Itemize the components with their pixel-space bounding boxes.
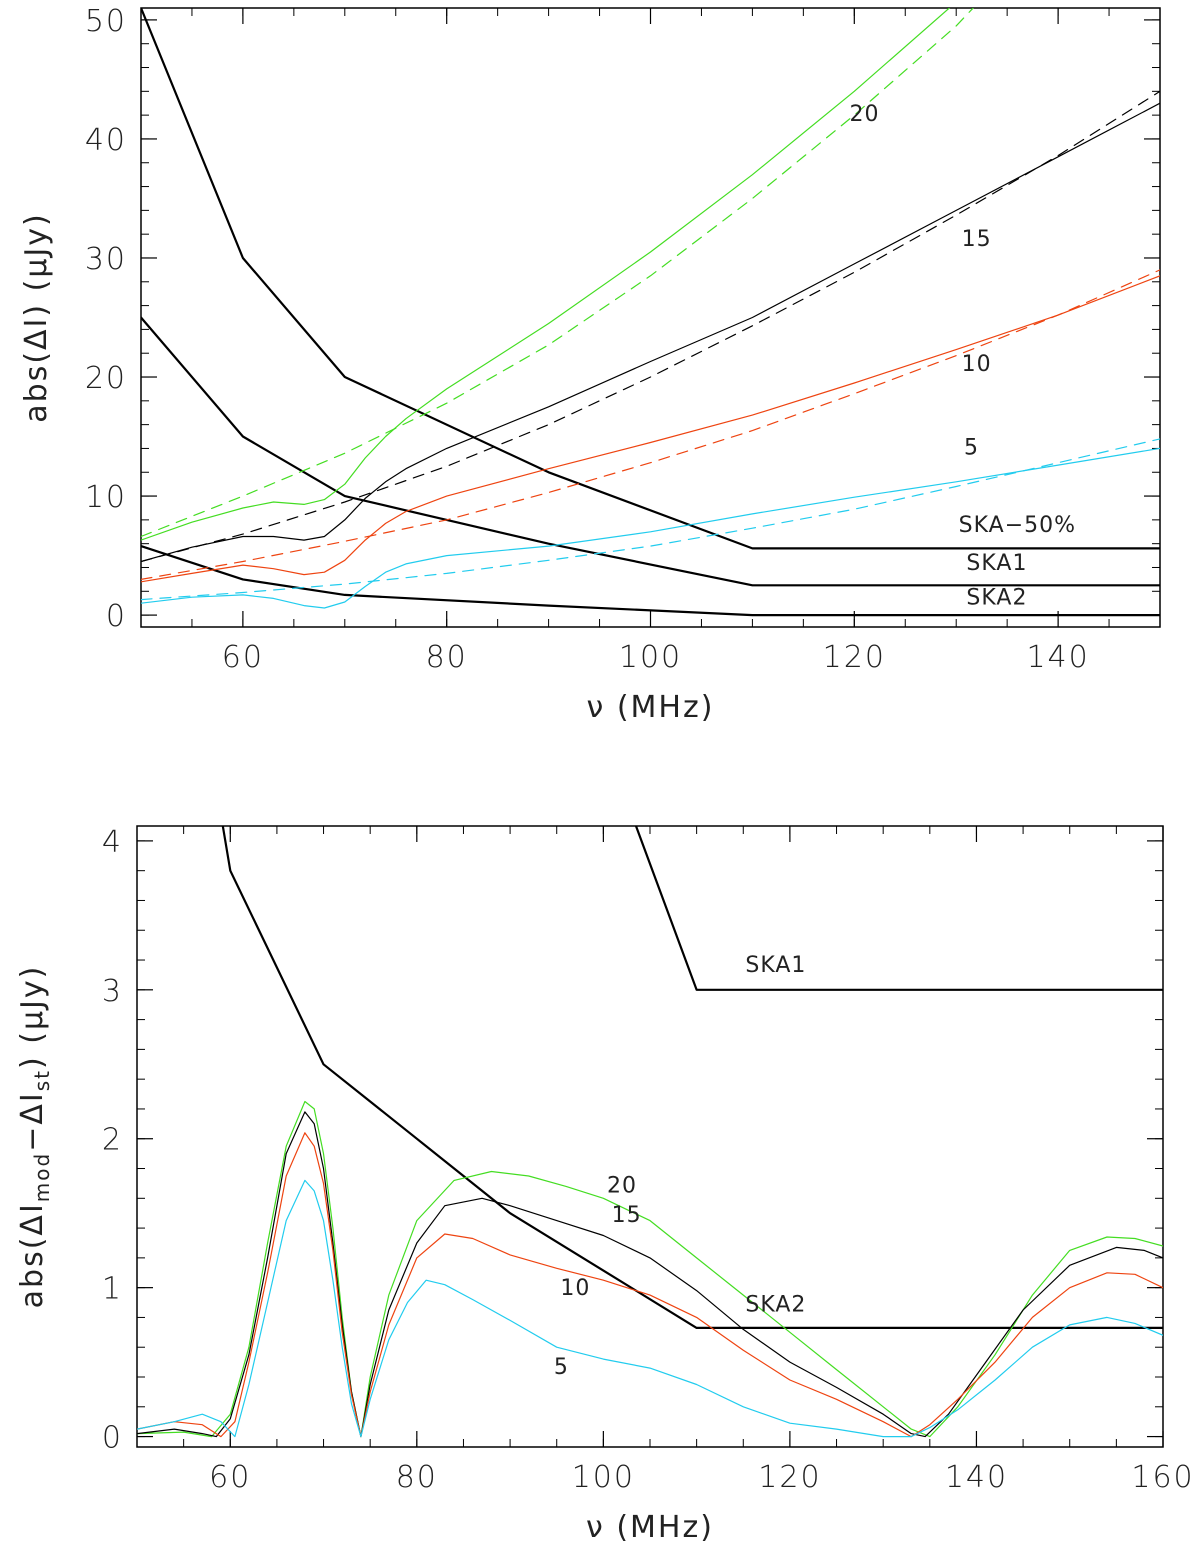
top-series-5-model <box>141 447 1160 609</box>
top-series-20-model <box>141 8 951 541</box>
top-y-tick-label: 0 <box>106 599 127 634</box>
top-series-10-model <box>141 275 1160 583</box>
top-x-axis-label: ν (MHz) <box>587 690 715 725</box>
bottom-y-axis-label: abs(ΔImod−ΔIst) (μJy) <box>15 965 54 1309</box>
bottom-x-tick-label: 60 <box>209 1460 251 1495</box>
top-annotation-ska2: SKA2 <box>966 585 1027 610</box>
top-series-ska2 <box>141 544 1160 617</box>
top-annotation-5: 5 <box>964 435 979 460</box>
bottom-annotation-10: 10 <box>560 1276 590 1301</box>
bottom-series-10 <box>137 1132 1163 1438</box>
bottom-x-tick-label: 140 <box>945 1460 1008 1495</box>
bottom-x-tick-label: 80 <box>396 1460 438 1495</box>
top-series-10-standard <box>141 269 1160 581</box>
top-x-tick-label: 140 <box>1026 640 1089 675</box>
top-series-20-standard <box>141 8 975 538</box>
top-series-5-standard <box>141 438 1160 601</box>
top-chart: 60 80 100 120 140 0 10 20 30 40 50 20 15 10 5 SKA−50% SK… <box>19 4 1161 725</box>
top-y-tick-label: 50 <box>85 4 127 39</box>
bottom-series-ska2 <box>221 826 1163 1330</box>
top-y-tick-label: 10 <box>85 480 127 515</box>
top-y-tick-label: 30 <box>85 242 127 277</box>
bottom-annotation-5: 5 <box>554 1355 569 1380</box>
bottom-series-ska1 <box>634 826 1163 991</box>
bottom-chart: 60 80 100 120 140 160 0 1 2 3 4 SKA1 SKA2 20 15 10 5 ν (M… <box>15 825 1194 1545</box>
top-y-axis-label: abs(ΔI) (μJy) <box>19 212 54 422</box>
top-annotation-15: 15 <box>962 227 992 252</box>
bottom-x-axis-label: ν (MHz) <box>586 1510 714 1545</box>
top-series-ska-50 <box>141 8 1160 550</box>
bottom-y-tick-label: 2 <box>102 1123 123 1158</box>
bottom-series-group <box>137 826 1163 1438</box>
top-series-15-standard <box>141 90 1160 563</box>
bottom-y-tick-label: 1 <box>102 1272 123 1307</box>
top-x-tick-label: 60 <box>222 640 264 675</box>
top-annotation-ska-50: SKA−50% <box>959 513 1076 538</box>
top-x-tick-label: 80 <box>426 640 468 675</box>
bottom-x-tick-label: 160 <box>1131 1460 1194 1495</box>
bottom-y-tick-label: 4 <box>102 825 123 860</box>
bottom-series-20 <box>137 1100 1163 1438</box>
bottom-x-tick-label: 120 <box>758 1460 821 1495</box>
bottom-annotation-15: 15 <box>612 1203 642 1228</box>
top-y-tick-label: 40 <box>85 123 127 158</box>
bottom-annotation-20: 20 <box>607 1173 637 1198</box>
bottom-y-tick-label: 3 <box>102 974 123 1009</box>
top-annotation-ska1: SKA1 <box>966 551 1027 576</box>
bottom-x-tick-label: 100 <box>572 1460 635 1495</box>
top-series-15-model <box>141 102 1160 563</box>
top-y-tick-label: 20 <box>85 361 127 396</box>
bottom-series-15 <box>137 1111 1163 1438</box>
top-x-tick-label: 100 <box>619 640 682 675</box>
top-annotation-20: 20 <box>849 102 879 127</box>
bottom-series-5 <box>137 1179 1163 1438</box>
bottom-annotation-ska1: SKA1 <box>745 953 806 978</box>
top-series-ska1 <box>141 316 1160 587</box>
top-annotation-10: 10 <box>962 352 992 377</box>
bottom-y-tick-label: 0 <box>102 1421 123 1456</box>
top-series-group <box>141 8 1160 617</box>
bottom-annotation-ska2: SKA2 <box>745 1292 806 1317</box>
top-x-tick-label: 120 <box>823 640 886 675</box>
